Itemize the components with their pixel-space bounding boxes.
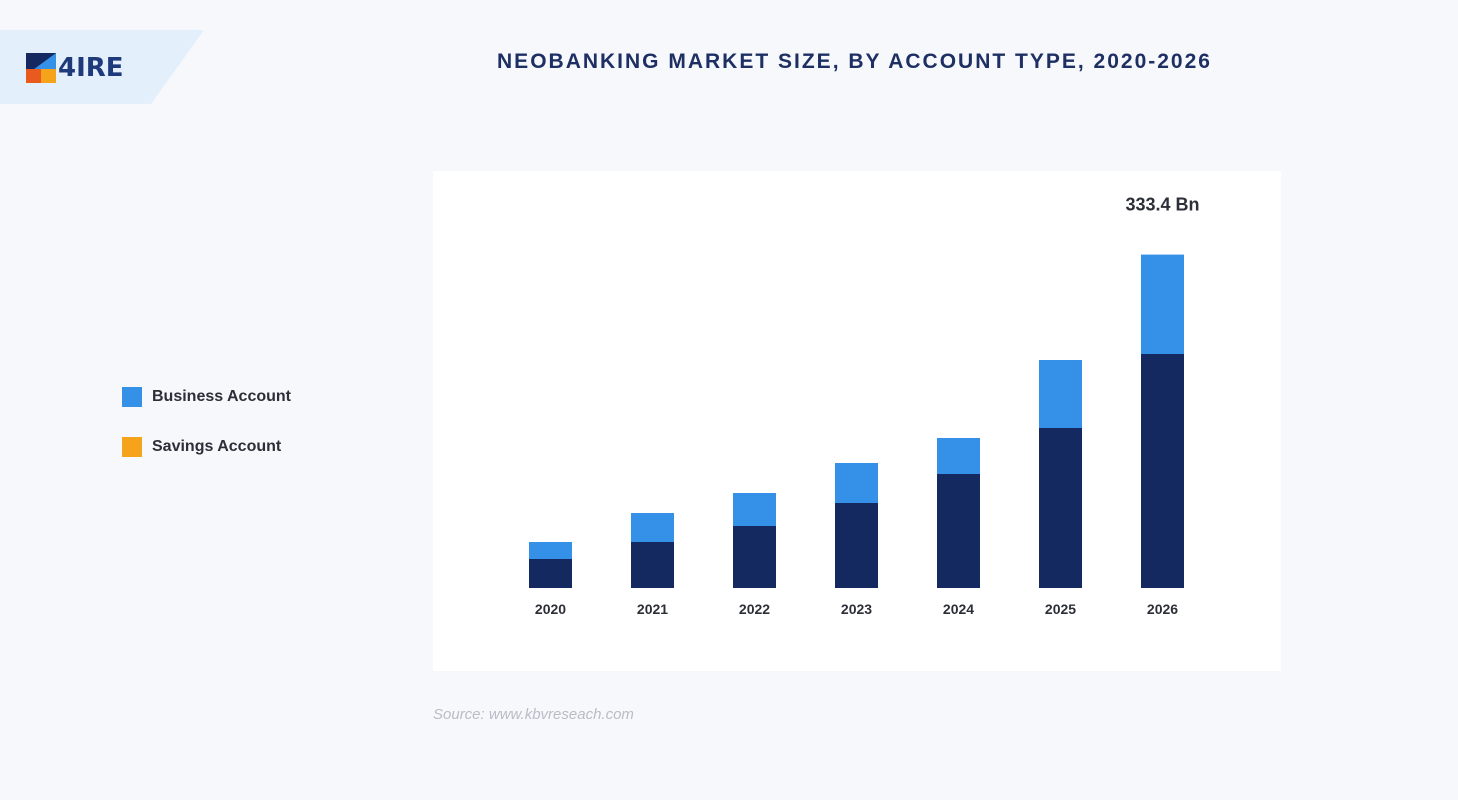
legend: Business Account Savings Account [122, 386, 291, 486]
bar-savings-2022 [733, 526, 776, 588]
legend-item-savings: Savings Account [122, 436, 291, 458]
x-tick-label-2023: 2023 [841, 601, 872, 617]
source-note: Source: www.kbvreseach.com [433, 706, 634, 723]
x-tick-label-2022: 2022 [739, 601, 770, 617]
bar-chart: 2020 2021 2022 2023 2024 2025 2026 333.4 Bn [529, 195, 1200, 617]
bar-business-2024 [937, 438, 980, 474]
bar-savings-2021 [631, 542, 674, 588]
chart-title: NEOBANKING MARKET SIZE, BY ACCOUNT TYPE,… [497, 50, 1212, 73]
x-tick-label-2021: 2021 [637, 601, 668, 617]
x-tick-label-2025: 2025 [1045, 601, 1076, 617]
data-label-2026: 333.4 Bn [1125, 195, 1199, 215]
bar-savings-2026 [1141, 354, 1184, 588]
logo-mark-icon [26, 53, 56, 83]
bar-savings-2020 [529, 559, 572, 588]
logo-text: 4IRE [58, 53, 124, 83]
bar-business-2020 [529, 542, 572, 559]
legend-swatch-business [122, 387, 142, 407]
x-tick-label-2020: 2020 [535, 601, 566, 617]
x-tick-label-2024: 2024 [943, 601, 974, 617]
brand-logo[interactable]: 4IRE [26, 51, 124, 85]
legend-label-business: Business Account [152, 388, 291, 405]
bar-savings-2025 [1039, 428, 1082, 588]
x-tick-label-2026: 2026 [1147, 601, 1178, 617]
bar-savings-2024 [937, 474, 980, 588]
bar-business-2025 [1039, 360, 1082, 428]
bar-business-2022 [733, 493, 776, 526]
legend-label-savings: Savings Account [152, 438, 282, 455]
bar-business-2021 [631, 513, 674, 542]
bar-business-2023 [835, 463, 878, 503]
legend-item-business: Business Account [122, 386, 291, 408]
chart-panel: 2020 2021 2022 2023 2024 2025 2026 333.4 Bn [433, 171, 1281, 671]
bar-savings-2023 [835, 503, 878, 588]
bar-business-2026 [1141, 254, 1184, 354]
legend-swatch-savings [122, 437, 142, 457]
